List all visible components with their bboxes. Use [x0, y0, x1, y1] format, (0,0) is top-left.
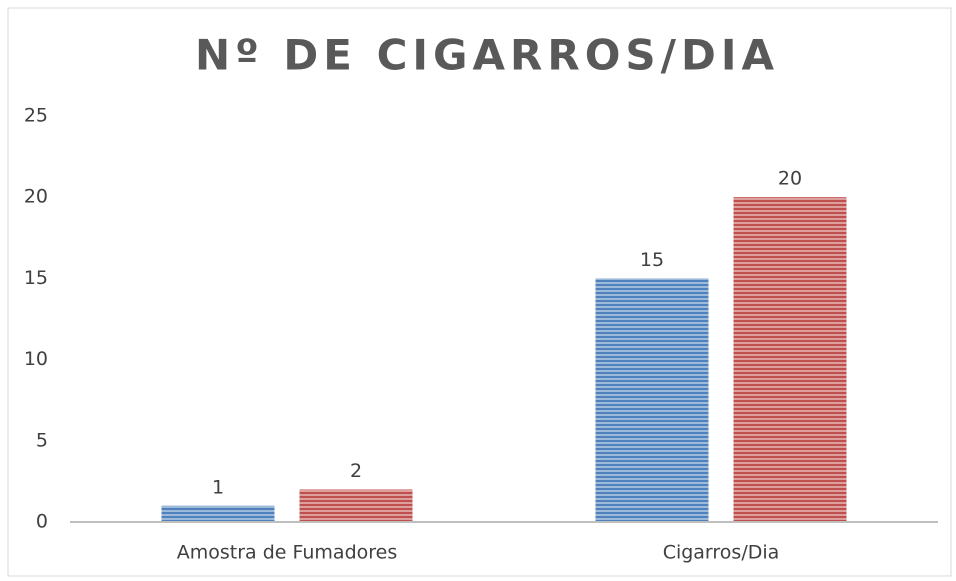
data-label: 20 [778, 168, 802, 190]
bar [299, 489, 413, 522]
y-tick-label: 15 [24, 267, 48, 289]
data-label: 15 [640, 249, 664, 271]
x-tick-label: Cigarros/Dia [663, 542, 780, 564]
y-tick-label: 20 [24, 186, 48, 208]
y-tick-label: 5 [36, 429, 48, 451]
y-tick-label: 10 [24, 348, 48, 370]
chart-title: Nº DE CIGARROS/DIA [195, 31, 779, 80]
y-tick-label: 25 [24, 105, 48, 127]
y-tick-label: 0 [36, 511, 48, 533]
x-tick-label: Amostra de Fumadores [177, 542, 398, 564]
data-label: 1 [212, 476, 224, 498]
data-label: 2 [350, 460, 362, 482]
bar [595, 278, 709, 522]
bar [733, 197, 847, 522]
bar [161, 505, 275, 522]
